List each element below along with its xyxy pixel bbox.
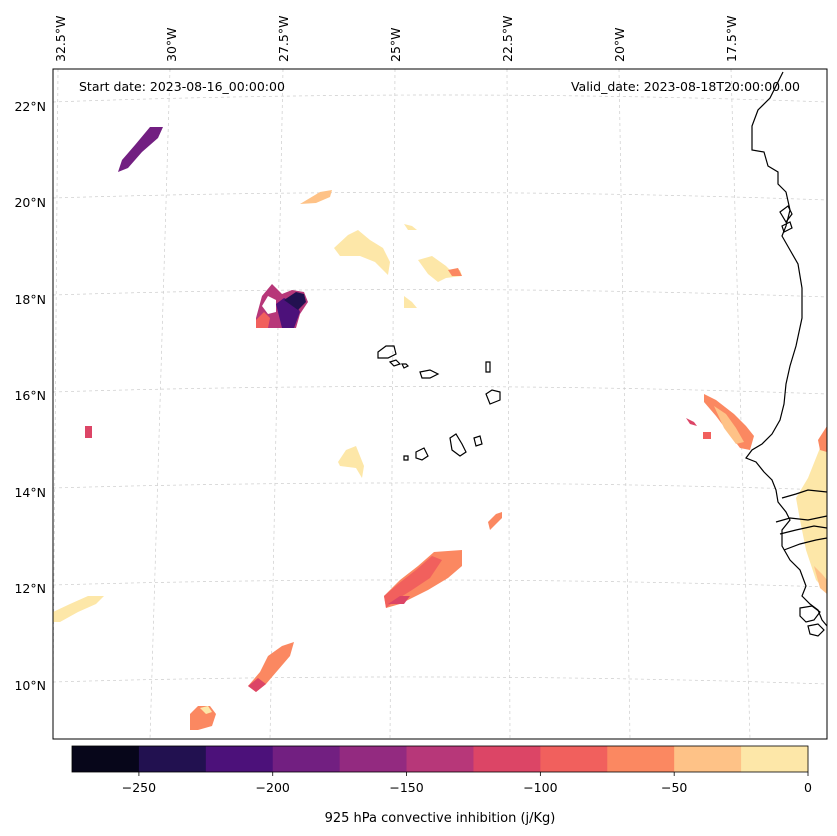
lon-tick-label: 22.5°W	[500, 16, 515, 62]
colorbar-tick-label: −250	[122, 780, 156, 795]
map-panel	[53, 69, 827, 739]
colorbar-ticks: −250 −200 −150 −100 −50 0	[122, 772, 812, 795]
colorbar-swatch	[674, 746, 742, 772]
coastline-africa	[745, 71, 828, 627]
contour-coastal-15n	[686, 394, 754, 450]
lat-tick-label: 12°N	[14, 581, 46, 596]
lon-tick-label: 30°W	[164, 27, 179, 62]
contour-strip-13n	[488, 512, 502, 530]
island-sal	[485, 361, 491, 373]
colorbar-tick-label: 0	[804, 780, 812, 795]
lon-tick-label: 20°W	[612, 27, 627, 62]
start-date-label: Start date: 2023-08-16_00:00:00	[79, 79, 285, 94]
lat-tick-label: 14°N	[14, 485, 46, 500]
contour-strip-20n	[300, 190, 332, 204]
contour-pale-17-9n	[404, 296, 417, 308]
colorbar-tick-label: −200	[256, 780, 290, 795]
island-boa-vista	[485, 389, 501, 405]
lat-tick-label: 18°N	[14, 292, 46, 307]
island-sao-nicolau	[419, 369, 440, 379]
contour-orange-18-5n	[448, 268, 462, 276]
colorbar-tick-label: −150	[389, 780, 423, 795]
coastlines	[377, 71, 828, 637]
colorbar-swatch	[741, 746, 809, 772]
colorbar: −250 −200 −150 −100 −50 0 925 hPa convective …	[71, 745, 812, 826]
lat-tick-labels: 22°N 20°N 18°N 16°N 14°N 12°N 10°N	[14, 99, 46, 693]
lon-tick-label: 27.5°W	[276, 16, 291, 62]
contour-blob-purple-north	[118, 127, 163, 172]
contour-orange-12n	[384, 550, 462, 608]
contour-pale-18-5n	[418, 256, 462, 282]
colorbar-tick-label: −50	[661, 780, 687, 795]
island-santa-luzia	[401, 363, 410, 369]
contour-pale-11-5n	[53, 596, 104, 622]
colorbar-swatch	[406, 746, 474, 772]
lat-tick-label: 20°N	[14, 195, 46, 210]
contour-square-15n	[85, 426, 92, 438]
gridlines	[52, 68, 828, 740]
colorbar-swatch	[205, 746, 274, 772]
island-sao-vicente	[388, 359, 402, 367]
colorbar-swatches	[72, 746, 809, 772]
contour-ring-17-9n	[256, 284, 308, 328]
island-santiago	[449, 433, 467, 457]
colorbar-swatch	[72, 746, 140, 772]
island-santo-antao	[377, 345, 397, 359]
lon-tick-label: 25°W	[388, 27, 403, 62]
colorbar-swatch	[607, 746, 675, 772]
colorbar-tick-label: −100	[523, 780, 557, 795]
island-brava	[403, 455, 409, 461]
contour-coastal-13n	[796, 426, 827, 594]
map-frame	[52, 68, 828, 740]
colorbar-label: 925 hPa convective inhibition (j/Kg)	[325, 811, 556, 826]
lon-tick-label: 32.5°W	[53, 16, 68, 62]
contour-pale-19n-small	[404, 224, 417, 230]
colorbar-swatch	[339, 746, 408, 772]
contour-orange-10n	[248, 642, 294, 692]
lon-tick-label: 17.5°W	[724, 16, 739, 62]
colorbar-swatch	[138, 746, 207, 772]
colorbar-outline	[71, 745, 809, 773]
lat-tick-label: 10°N	[14, 678, 46, 693]
valid-date-label: Valid_date: 2023-08-18T20:00:00.00	[571, 79, 800, 94]
lat-tick-label: 22°N	[14, 99, 46, 114]
island-maio	[473, 435, 483, 447]
lon-tick-labels: 32.5°W 30°W 27.5°W 25°W 22.5°W 20°W 17.5…	[53, 16, 739, 62]
colorbar-swatch	[473, 746, 541, 772]
lat-tick-label: 16°N	[14, 388, 46, 403]
colorbar-swatch	[272, 746, 341, 772]
colorbar-swatch	[540, 746, 608, 772]
contour-blob-9-3n-pale	[200, 706, 212, 714]
contour-pale-14-5n	[338, 446, 364, 478]
contour-pale-19n	[334, 230, 390, 275]
island-fogo	[415, 447, 429, 461]
cin-contours	[53, 127, 827, 730]
